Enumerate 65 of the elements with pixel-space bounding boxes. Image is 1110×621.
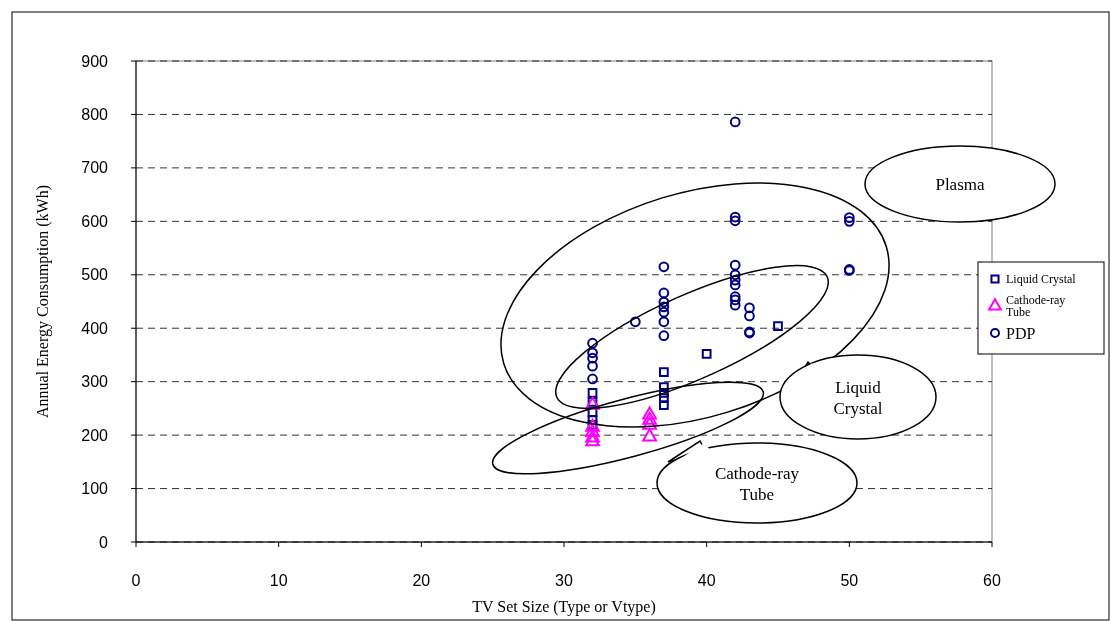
point — [658, 316, 670, 328]
y-tick-label: 700 — [81, 159, 109, 177]
point — [773, 321, 783, 331]
point — [701, 349, 712, 359]
point — [587, 360, 598, 372]
y-tick-label: 200 — [81, 426, 109, 444]
legend-label: PDP — [1006, 324, 1036, 342]
y-tick-label: 800 — [81, 106, 109, 124]
x-tick-label: 50 — [840, 572, 859, 589]
point — [658, 393, 669, 404]
point — [729, 259, 741, 271]
x-tick-label: 40 — [697, 572, 716, 589]
point — [729, 299, 741, 311]
point — [658, 367, 669, 377]
point — [587, 347, 598, 359]
point — [585, 424, 600, 438]
point — [729, 116, 741, 128]
x-axis-title: TV Set Size (Type or Vtype) — [472, 598, 656, 616]
point — [729, 279, 741, 291]
y-tick-label: 0 — [99, 533, 109, 551]
point — [729, 274, 741, 286]
point — [658, 330, 670, 342]
annotation: Liquid Crystal — [833, 377, 883, 418]
legend-label: Cathode-ray Tube — [1006, 293, 1066, 320]
point — [658, 400, 669, 411]
point — [729, 211, 741, 223]
point — [585, 429, 600, 443]
x-tick-label: 10 — [269, 572, 288, 589]
point — [658, 301, 670, 313]
point — [843, 212, 855, 223]
y-tick-label: 900 — [81, 52, 109, 70]
x-tick-label: 0 — [131, 572, 141, 589]
point — [658, 261, 670, 273]
y-tick-label: 600 — [81, 212, 109, 230]
point — [642, 411, 657, 425]
y-tick-label: 300 — [81, 373, 109, 391]
point — [658, 306, 670, 318]
point — [642, 428, 657, 442]
y-tick-label: 500 — [81, 266, 109, 284]
point — [658, 296, 670, 308]
point — [744, 310, 755, 322]
point — [629, 316, 641, 328]
point — [587, 337, 598, 349]
point — [587, 373, 598, 385]
point — [744, 302, 755, 314]
y-tick-label: 100 — [81, 480, 109, 498]
y-axis-title: Annual Energy Consumption (kWh) — [34, 184, 52, 419]
x-tick-label: 20 — [412, 572, 431, 589]
x-tick-label: 60 — [983, 572, 1001, 589]
annotation: Plasma — [935, 174, 986, 194]
point — [587, 352, 598, 364]
point — [587, 388, 598, 398]
point — [587, 407, 598, 417]
annotation: Cathode-ray Tube — [714, 463, 800, 504]
point — [585, 433, 600, 447]
point — [658, 287, 670, 299]
point — [729, 215, 741, 227]
point — [843, 215, 855, 227]
y-tick-label: 400 — [81, 319, 109, 337]
point — [658, 382, 669, 392]
point — [642, 406, 657, 420]
legend-label: Liquid Crystal — [1006, 272, 1077, 287]
x-tick-label: 30 — [555, 572, 573, 589]
point — [642, 416, 657, 430]
point — [729, 269, 741, 281]
